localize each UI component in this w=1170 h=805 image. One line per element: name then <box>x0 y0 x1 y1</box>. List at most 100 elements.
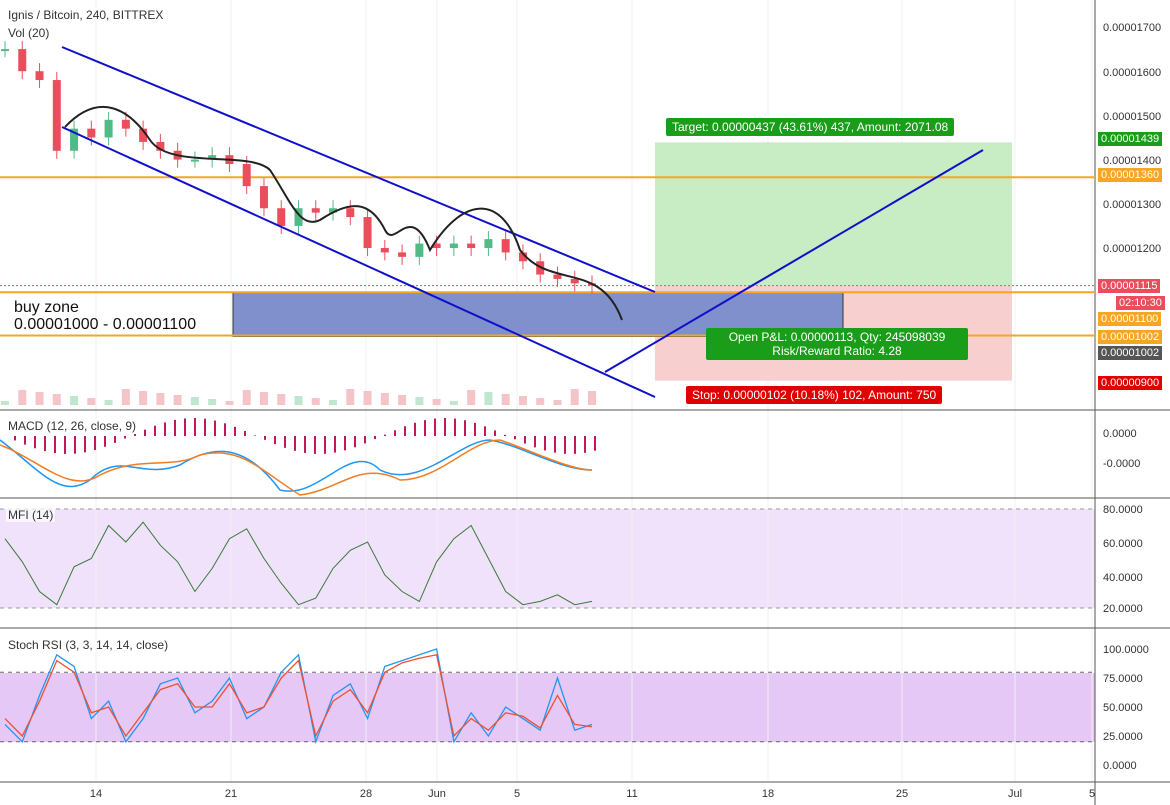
volume-bar <box>294 396 303 405</box>
candle-timer: 02:10:30 <box>1116 296 1165 310</box>
price-tick: 0.00001200 <box>1103 243 1161 255</box>
candle-body <box>208 155 217 160</box>
volume-bar <box>363 391 372 405</box>
volume-bar <box>190 397 199 405</box>
candle-body <box>52 80 61 151</box>
target-label: Target: 0.00000437 (43.61%) 437, Amount:… <box>666 118 955 136</box>
channel-lower <box>61 126 656 398</box>
volume-bar <box>588 391 596 405</box>
candle-body <box>311 208 320 213</box>
buy-zone-range: 0.00001000 - 0.00001100 <box>14 316 197 333</box>
time-tick: 18 <box>762 788 774 800</box>
time-tick: 14 <box>90 788 102 800</box>
volume-bar <box>346 389 355 405</box>
price-badge-1100: 0.00001100 <box>1098 312 1162 326</box>
volume-bar <box>18 390 27 405</box>
candle-body <box>18 49 27 72</box>
candle-body <box>242 164 251 187</box>
time-tick: Jun <box>428 788 446 800</box>
price-badge-current: 0.00001115 <box>1098 279 1161 293</box>
volume-bar <box>484 392 493 405</box>
volume-bar <box>52 394 61 405</box>
volume-bar <box>225 401 234 405</box>
price-tick: 0.00001500 <box>1103 111 1161 123</box>
candle-body <box>518 252 527 262</box>
candle-body <box>398 252 407 257</box>
drawn-curve <box>64 106 623 321</box>
time-tick: 5 <box>514 788 520 800</box>
candle-body <box>156 141 165 151</box>
volume-bar <box>518 396 527 405</box>
price-tick: 0.00001700 <box>1103 22 1161 34</box>
volume-bar <box>104 400 113 405</box>
stoch-label: Stoch RSI (3, 3, 14, 14, close) <box>6 638 171 652</box>
candle-body <box>139 128 148 142</box>
volume-bar <box>415 397 424 405</box>
projection-line <box>604 149 984 373</box>
candle-body <box>449 243 458 248</box>
volume-bar <box>139 391 148 405</box>
candle-body <box>259 186 268 209</box>
time-tick: 21 <box>225 788 237 800</box>
candle-body <box>363 217 372 248</box>
macd-label: MACD (12, 26, close, 9) <box>6 419 139 433</box>
time-tick: Jul <box>1008 788 1022 800</box>
stoch-tick: 0.0000 <box>1103 760 1137 772</box>
volume-bar <box>259 392 268 405</box>
stoch-d-line <box>4 654 593 738</box>
volume-bar <box>398 395 407 405</box>
target-zone <box>655 142 1012 286</box>
candle-body <box>294 208 303 226</box>
candle-body <box>432 243 441 248</box>
candle-body <box>501 239 510 253</box>
candle-body <box>277 208 286 226</box>
volume-bar <box>70 396 79 405</box>
price-badge-stop: 0.00000900 <box>1098 376 1163 390</box>
volume-bar <box>208 399 217 405</box>
volume-bar <box>1 401 9 405</box>
volume-bar <box>432 399 441 405</box>
candle-body <box>553 274 562 279</box>
candle-body <box>35 71 44 81</box>
stoch-tick: 75.0000 <box>1103 673 1143 685</box>
price-tick: 0.00001600 <box>1103 67 1161 79</box>
candle-body <box>380 248 389 253</box>
time-tick: 25 <box>896 788 908 800</box>
candle-body <box>570 278 579 284</box>
stop-label: Stop: 0.00000102 (10.18%) 102, Amount: 7… <box>686 386 943 404</box>
volume-bar <box>570 389 579 405</box>
candle-body <box>70 128 79 151</box>
time-tick: 28 <box>360 788 372 800</box>
candle-body <box>415 243 424 257</box>
candle-body <box>484 239 493 248</box>
volume-bar <box>87 398 96 405</box>
price-tick: 0.00001400 <box>1103 155 1161 167</box>
buy-zone-title: buy zone <box>14 299 79 316</box>
signal-line <box>0 439 593 496</box>
candle-body <box>467 243 476 248</box>
stoch-tick: 25.0000 <box>1103 731 1143 743</box>
volume-bar <box>277 394 286 405</box>
mfi-tick: 80.0000 <box>1103 504 1143 516</box>
price-badge-1002: 0.00001002 <box>1098 330 1163 344</box>
volume-bar <box>536 398 545 405</box>
volume-bar <box>35 392 44 405</box>
volume-bar <box>242 390 251 405</box>
macd-tick: -0.0000 <box>1103 458 1140 470</box>
volume-bar <box>329 400 338 405</box>
volume-bar <box>501 394 510 405</box>
stoch-tick: 50.0000 <box>1103 702 1143 714</box>
volume-bar <box>156 393 165 405</box>
stoch-tick: 100.0000 <box>1103 644 1149 656</box>
candle-body <box>104 119 113 138</box>
candle-body <box>87 128 96 138</box>
open-pl-box: Open P&L: 0.00000113, Qty: 245098039 Ris… <box>706 328 968 360</box>
price-badge-target: 0.00001439 <box>1098 132 1163 146</box>
macd-tick: 0.0000 <box>1103 428 1137 440</box>
price-tick: 0.00001300 <box>1103 199 1161 211</box>
candle-body <box>346 208 355 218</box>
time-tick: 5 <box>1089 788 1095 800</box>
candle-body <box>121 119 130 129</box>
volume-bar <box>553 400 562 405</box>
